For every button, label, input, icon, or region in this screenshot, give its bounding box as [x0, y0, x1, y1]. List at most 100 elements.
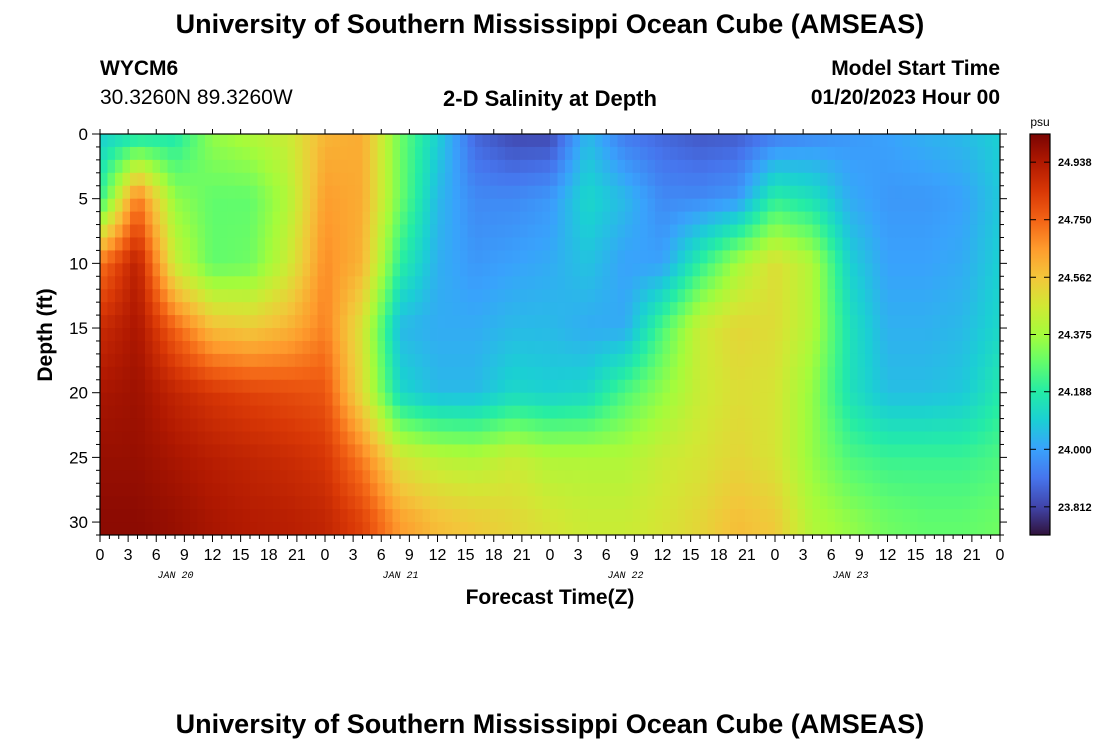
heat-cell: [145, 315, 154, 329]
heat-cell: [467, 328, 476, 342]
heat-cell: [107, 146, 116, 161]
heat-cell: [872, 263, 881, 277]
heat-cell: [985, 159, 994, 174]
heat-cell: [535, 172, 544, 187]
heat-cell: [737, 405, 746, 420]
heat-cell: [295, 146, 304, 161]
heat-cell: [377, 276, 386, 290]
heat-cell: [797, 224, 806, 239]
heat-cell: [640, 340, 649, 355]
heat-cell: [550, 289, 559, 303]
heat-cell: [445, 159, 454, 174]
heat-cell: [475, 431, 484, 446]
heat-cell: [865, 276, 874, 290]
heat-cell: [947, 172, 956, 187]
heat-cell: [640, 237, 649, 252]
heat-cell: [992, 172, 1000, 187]
heat-cell: [370, 418, 379, 433]
heat-cell: [115, 276, 124, 290]
heat-cell: [925, 379, 934, 394]
heat-cell: [370, 379, 379, 394]
date-label: JAN 21: [382, 571, 418, 582]
heat-cell: [467, 509, 476, 523]
heat-cell: [827, 353, 836, 368]
x-tick-label: 15: [457, 547, 475, 564]
heat-cell: [467, 418, 476, 433]
heat-cell: [250, 224, 259, 239]
heat-cell: [857, 211, 866, 226]
heat-cell: [115, 172, 124, 187]
heat-cell: [542, 340, 551, 355]
heat-cell: [115, 470, 124, 484]
heat-cell: [482, 483, 491, 497]
heat-cell: [970, 146, 979, 161]
heat-cell: [685, 366, 694, 381]
heat-cell: [662, 159, 671, 174]
heat-cell: [985, 237, 994, 252]
heat-cell: [565, 211, 574, 226]
heat-cell: [640, 522, 649, 535]
heat-cell: [670, 405, 679, 420]
y-tick-label: 25: [69, 448, 88, 467]
heat-cell: [100, 211, 109, 226]
heat-cell: [797, 211, 806, 226]
heat-cell: [265, 134, 274, 148]
heat-cell: [197, 353, 206, 368]
heat-cell: [752, 224, 761, 239]
heat-cell: [272, 405, 281, 420]
heat-cell: [767, 340, 776, 355]
heat-cell: [190, 392, 199, 407]
heat-cell: [932, 457, 941, 471]
heat-cell: [625, 509, 634, 523]
heat-cell: [415, 185, 424, 200]
heat-cell: [812, 483, 821, 497]
heat-cell: [272, 276, 281, 290]
heat-cell: [782, 289, 791, 303]
heat-cell: [745, 146, 754, 161]
heat-cell: [332, 250, 341, 264]
heat-cell: [692, 185, 701, 200]
heat-cell: [655, 224, 664, 239]
heat-cell: [482, 211, 491, 226]
heat-cell: [925, 289, 934, 303]
heat-cell: [767, 302, 776, 316]
heat-cell: [407, 496, 416, 510]
heat-cell: [625, 146, 634, 161]
heat-cell: [970, 431, 979, 446]
heat-cell: [505, 263, 514, 277]
heat-cell: [107, 276, 116, 290]
heat-cell: [325, 457, 334, 471]
x-tick-label: 21: [738, 547, 756, 564]
heat-cell: [415, 340, 424, 355]
heat-cell: [272, 379, 281, 394]
heat-cell: [265, 418, 274, 433]
heat-cell: [422, 509, 431, 523]
heat-cell: [692, 263, 701, 277]
heat-cell: [385, 159, 394, 174]
heat-cell: [175, 224, 184, 239]
heat-cell: [340, 444, 349, 458]
heat-cell: [947, 509, 956, 523]
heat-cell: [805, 366, 814, 381]
heat-cell: [895, 172, 904, 187]
heat-cell: [205, 366, 214, 381]
heat-cell: [835, 496, 844, 510]
heat-cell: [497, 483, 506, 497]
heat-cell: [745, 470, 754, 484]
heat-cell: [970, 263, 979, 277]
heat-cell: [595, 496, 604, 510]
heat-cell: [715, 146, 724, 161]
heat-cell: [977, 315, 986, 329]
heat-cell: [692, 146, 701, 161]
heat-cell: [272, 522, 281, 535]
heat-cell: [917, 340, 926, 355]
heat-cell: [872, 379, 881, 394]
heat-cell: [467, 224, 476, 239]
heat-cell: [445, 418, 454, 433]
heat-cell: [632, 379, 641, 394]
heat-cell: [407, 379, 416, 394]
heat-cell: [340, 470, 349, 484]
heat-cell: [392, 509, 401, 523]
heat-cell: [137, 315, 146, 329]
heat-cell: [737, 159, 746, 174]
